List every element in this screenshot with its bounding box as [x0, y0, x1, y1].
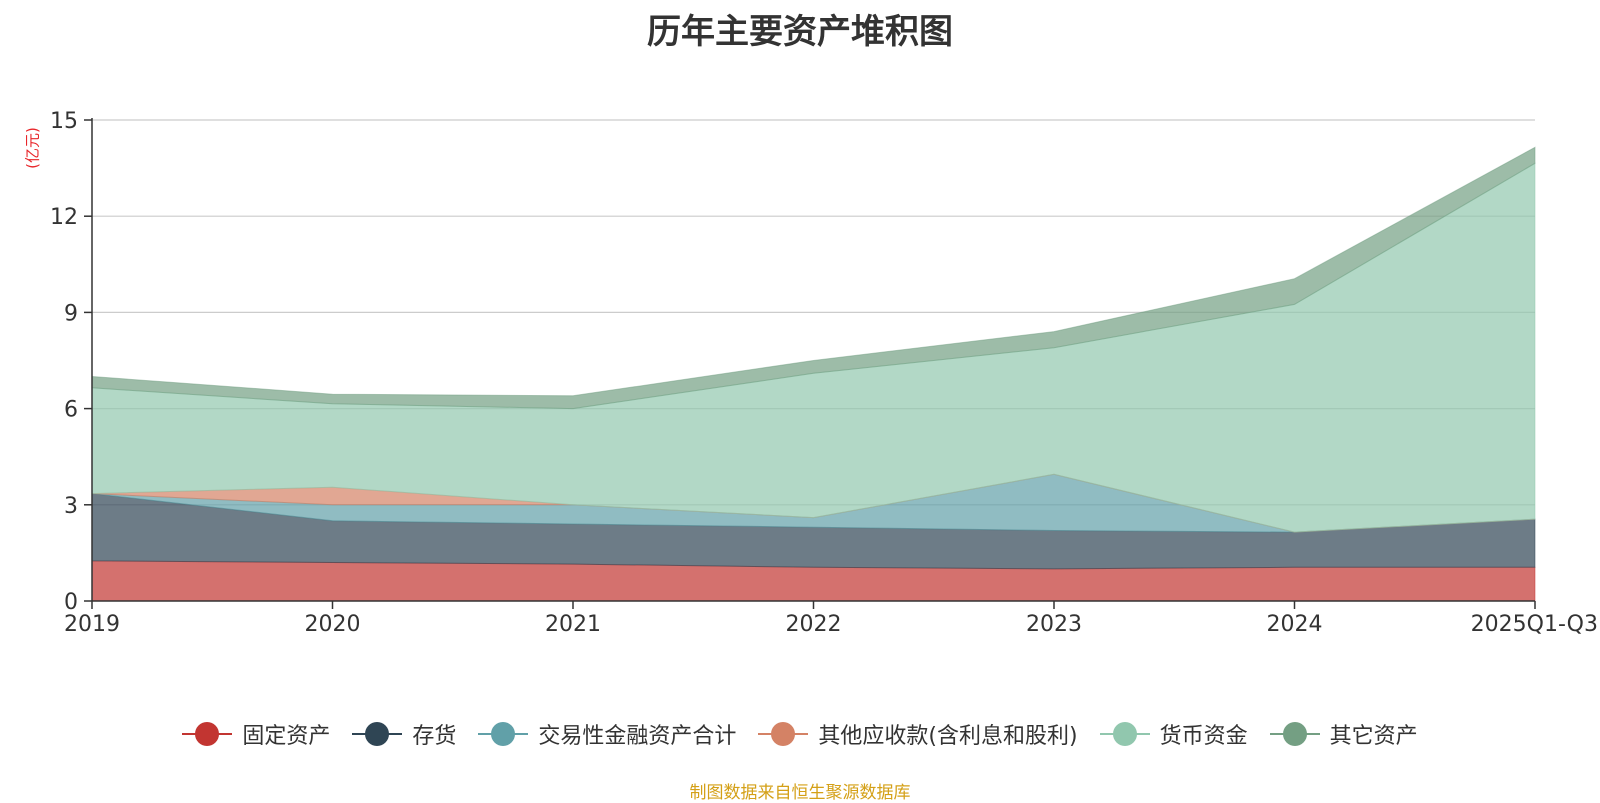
legend-label: 存货 — [412, 724, 457, 749]
legend-label: 货币资金 — [1159, 724, 1248, 749]
legend-item[interactable]: 交易性金融资产合计 — [478, 718, 736, 750]
legend-marker-dot — [1112, 722, 1137, 746]
legend-label: 其它资产 — [1329, 724, 1418, 749]
legend-item[interactable]: 固定资产 — [182, 718, 330, 750]
y-tick-label: 15 — [50, 109, 78, 134]
x-tick-label: 2019 — [64, 612, 120, 637]
legend-label: 其他应收款(含利息和股利) — [818, 724, 1078, 749]
area-series — [91, 146, 1536, 602]
y-tick-label: 9 — [64, 301, 78, 326]
axes — [84, 118, 1536, 609]
legend-label: 交易性金融资产合计 — [538, 724, 737, 749]
legend-marker-icon — [1269, 722, 1320, 746]
y-tick-label: 0 — [64, 590, 78, 615]
legend-marker-dot — [771, 722, 796, 746]
x-tick-label: 2021 — [545, 612, 601, 637]
chart-title: 历年主要资产堆积图 — [647, 12, 953, 52]
x-tick-label: 2025Q1-Q3 — [1471, 612, 1598, 637]
legend-item[interactable]: 其它资产 — [1269, 718, 1418, 750]
legend-item[interactable]: 其他应收款(含利息和股利) — [758, 718, 1078, 750]
tick-labels: 0 3 6 9 12 15 2019 2020 2021 2022 2023 2024 2025Q1-Q… — [50, 109, 1598, 637]
legend-marker-dot — [1282, 722, 1307, 746]
data-source-note: 制图数据来自恒生聚源数据库 — [689, 783, 911, 803]
y-tick-label: 12 — [50, 205, 78, 230]
legend-marker-icon — [182, 722, 233, 746]
x-tick-label: 2020 — [305, 612, 361, 637]
legend-item[interactable]: 存货 — [352, 718, 456, 750]
legend-marker-icon — [1099, 722, 1150, 746]
legend-item[interactable]: 货币资金 — [1099, 718, 1248, 750]
legend-marker-icon — [352, 722, 403, 746]
y-tick-label: 3 — [64, 494, 78, 519]
legend-marker-dot — [195, 722, 220, 746]
x-tick-label: 2022 — [786, 612, 842, 637]
x-tick-label: 2024 — [1267, 612, 1323, 637]
legend-marker-icon — [478, 722, 529, 746]
x-tick-label: 2023 — [1026, 612, 1082, 637]
area-货币资金 — [91, 162, 1536, 533]
legend-marker-dot — [365, 722, 390, 746]
legend-marker-dot — [491, 722, 516, 746]
y-tick-label: 6 — [64, 398, 78, 423]
area-其它资产 — [91, 146, 1536, 410]
legend: 固定资产 存货 交易性金融资产合计 其他应收款(含利息和股利) 货币资金 其它资产 — [0, 718, 1600, 750]
legend-label: 固定资产 — [242, 724, 331, 749]
legend-marker-icon — [758, 722, 809, 746]
